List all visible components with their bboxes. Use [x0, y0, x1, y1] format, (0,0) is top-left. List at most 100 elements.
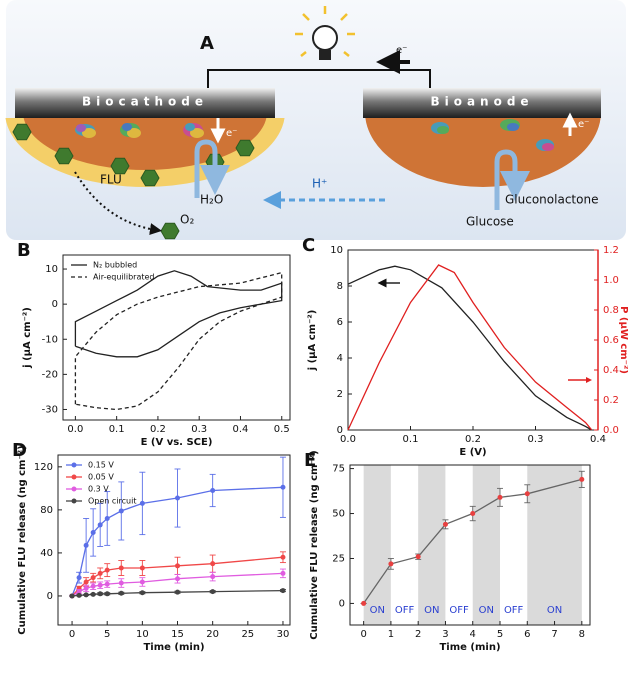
data-point — [83, 585, 89, 591]
cathode-label: Biocathode — [82, 95, 208, 109]
y-tick-label: 120 — [34, 462, 53, 473]
x-tick-label: 15 — [171, 629, 184, 640]
data-point — [139, 579, 145, 585]
anode-label: Bioanode — [430, 95, 533, 109]
x-tick-label: 1 — [388, 629, 394, 640]
data-point — [470, 511, 476, 517]
y-tick-label: 4 — [337, 353, 343, 364]
glucose-label: Glucose — [466, 215, 514, 229]
y-tick-label: 75 — [332, 464, 345, 475]
panel-a: A e⁻ Biocathode Bioanode e⁻ e⁻ H₂O O₂ Gl… — [5, 0, 626, 240]
panel-label: D — [12, 440, 27, 461]
y2-tick-label: 1.0 — [603, 275, 619, 286]
legend-marker — [71, 498, 77, 504]
gluconolactone-label: Gluconolactone — [505, 193, 598, 207]
data-point — [280, 588, 286, 594]
data-point — [97, 582, 103, 588]
x-axis-label: Time (min) — [439, 642, 500, 653]
data-point — [104, 591, 110, 597]
y-tick-label: 0 — [337, 425, 343, 436]
x-tick-label: 0.2 — [150, 424, 166, 435]
panel-label: B — [17, 240, 31, 261]
legend-label: 0.15 V — [88, 461, 114, 470]
electron-label: e⁻ — [226, 128, 237, 139]
data-point — [83, 592, 89, 598]
data-point — [175, 495, 181, 501]
data-point — [210, 574, 216, 580]
anode-film — [365, 118, 601, 187]
data-point — [442, 521, 448, 527]
x-tick-label: 10 — [136, 629, 149, 640]
data-point — [90, 591, 96, 597]
x-tick-label: 4 — [470, 629, 476, 640]
x-tick-label: 25 — [241, 629, 254, 640]
phase-label: ON — [479, 605, 494, 616]
data-point — [90, 583, 96, 589]
data-point — [104, 515, 110, 521]
phase-band — [418, 465, 446, 625]
x-tick-label: 0 — [360, 629, 366, 640]
x-tick-label: 0.1 — [109, 424, 125, 435]
y-tick-label: 50 — [332, 509, 345, 520]
phase-label: ON — [547, 605, 562, 616]
phase-band — [390, 465, 419, 625]
data-point — [104, 581, 110, 587]
y-tick-label: 10 — [45, 264, 58, 275]
data-point — [280, 484, 286, 490]
plot-frame — [349, 464, 591, 626]
x-tick-label: 0.4 — [233, 424, 249, 435]
y2-tick-label: 0.4 — [603, 365, 619, 376]
y-axis-label: Cumulative FLU release (ng cm⁻²) — [17, 445, 28, 634]
phase-band — [500, 465, 528, 625]
y-tick-label: -10 — [42, 334, 58, 345]
x-tick-label: 0.4 — [590, 434, 606, 445]
data-point — [175, 589, 181, 595]
data-point — [415, 554, 421, 560]
legend-label: Open circuit — [88, 497, 136, 506]
legend-label: Air-equilibrated — [93, 273, 155, 282]
data-point — [83, 542, 89, 548]
oxygen-reduction-arrow — [194, 139, 230, 198]
data-point — [76, 575, 82, 581]
panel-label: A — [200, 33, 214, 54]
data-point — [118, 590, 124, 596]
y-axis-label: Cumulative FLU release (ng cm⁻²) — [309, 450, 320, 639]
data-point — [280, 554, 286, 560]
panel-label: E — [304, 450, 316, 471]
y-tick-label: 80 — [40, 505, 53, 516]
x-tick-label: 2 — [415, 629, 421, 640]
glucose-oxidation-arrow — [494, 149, 530, 210]
flu-label: FLU — [100, 173, 122, 187]
x-tick-label: 7 — [551, 629, 557, 640]
electron-label: e⁻ — [396, 45, 407, 56]
y-axis-label: j (μA cm⁻²) — [22, 307, 33, 369]
x-tick-label: 3 — [442, 629, 448, 640]
data-point — [104, 567, 110, 573]
series-line — [347, 264, 593, 431]
plot-frame — [62, 254, 291, 421]
legend-label: 0.05 V — [88, 473, 114, 482]
x-tick-label: 8 — [579, 629, 585, 640]
data-point — [361, 600, 367, 606]
data-point — [280, 570, 286, 576]
x-tick-label: 0.3 — [191, 424, 207, 435]
phase-label: OFF — [504, 605, 524, 616]
x-tick-label: 0 — [69, 629, 75, 640]
x-tick-label: 0.5 — [274, 424, 290, 435]
legend-label: N₂ bubbled — [93, 261, 137, 270]
x-tick-label: 5 — [497, 629, 503, 640]
y2-tick-label: 1.2 — [603, 245, 619, 256]
data-point — [524, 491, 530, 497]
data-point — [97, 522, 103, 528]
y-tick-label: 0 — [339, 598, 345, 609]
data-point — [76, 592, 82, 598]
phase-band — [363, 465, 391, 625]
y-tick-label: 10 — [330, 245, 343, 256]
y2-tick-label: 0.0 — [603, 425, 619, 436]
legend-marker — [71, 486, 77, 492]
x-axis-label: E (V vs. SCE) — [141, 437, 213, 448]
y-tick-label: 25 — [332, 553, 345, 564]
data-point — [388, 561, 394, 567]
electron-label: e⁻ — [578, 119, 589, 130]
